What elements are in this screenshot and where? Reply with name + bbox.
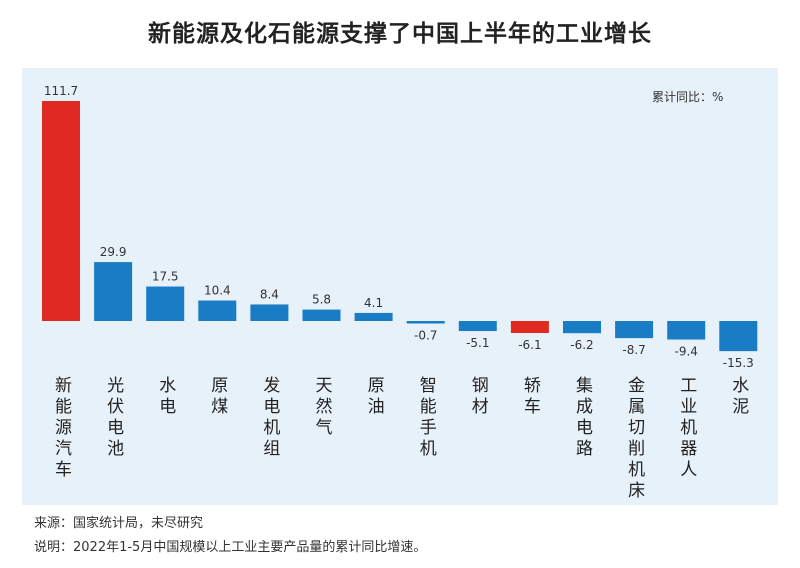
bar [510,321,549,334]
category-label: 发电机组 [259,376,280,460]
bar [42,101,80,321]
bar [146,286,185,321]
category-label: 原煤 [207,376,228,418]
bar [563,321,601,334]
category-label: 水电 [155,376,176,418]
data-label: 8.4 [260,287,279,301]
category-label: 金属切削机床 [624,376,645,502]
bar [354,312,393,321]
category-label: 智能手机 [415,376,436,460]
data-label: -5.1 [466,336,489,350]
note-text: 说明：2022年1-5月中国规模以上工业主要产品量的累计同比增速。 [34,540,427,555]
data-label: -6.1 [518,338,541,352]
data-label: 111.7 [44,84,78,98]
category-label: 新能源汽车 [51,376,71,481]
bar [94,262,133,321]
data-label: 5.8 [312,293,331,307]
bar [198,300,237,321]
data-label: 17.5 [152,270,179,284]
bar [250,304,289,321]
category-label: 原油 [363,376,384,418]
data-label: -6.2 [570,338,593,352]
chart-title: 新能源及化石能源支撑了中国上半年的工业增长 [148,21,652,47]
category-label: 钢材 [467,376,488,418]
category-label: 集成电路 [572,376,592,460]
bar [667,321,706,340]
unit-label: 累计同比：% [652,90,724,104]
data-label: 29.9 [100,245,127,259]
category-label: 水泥 [728,376,749,418]
bar [615,321,654,339]
chart-panel [22,68,778,505]
category-label: 轿车 [519,376,540,418]
category-label: 光伏电池 [103,376,124,460]
source-text: 来源：国家统计局，未尽研究 [34,516,204,531]
data-label: -9.4 [674,345,697,359]
bar [406,321,445,324]
data-label: -15.3 [723,356,754,370]
bar [302,309,341,321]
data-label: 4.1 [364,296,383,310]
bar [458,321,497,332]
data-label: 10.4 [204,284,231,298]
data-label: -8.7 [622,343,645,357]
category-label: 工业机器人 [676,376,697,481]
data-label: -0.7 [414,329,437,343]
category-label: 天然气 [311,376,332,439]
bar [719,321,758,352]
